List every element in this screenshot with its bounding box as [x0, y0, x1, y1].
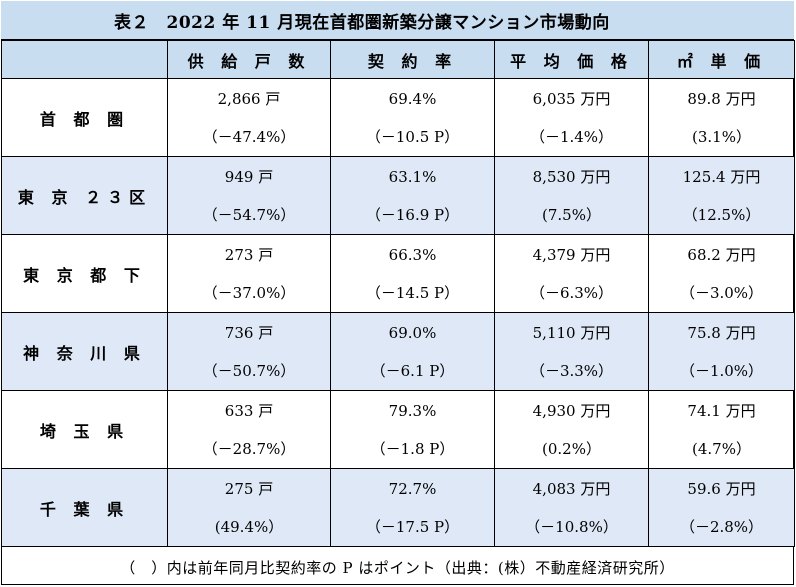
price-value: 4,083 万円 [532, 479, 611, 498]
rate-value: 66.3% [388, 245, 437, 264]
region-cell: 神 奈 川 県 [1, 312, 168, 391]
price-change: (7.5%） [542, 205, 601, 224]
supply-value: 273 戸 [224, 245, 274, 264]
unit-price-change: （12.5%） [682, 205, 761, 224]
table-title: 表２ 2022 年 11 月現在首都圏新築分譲マンション市場動向 [1, 1, 794, 40]
unit-price-change: （－1.0%） [679, 361, 764, 380]
rate-change: （－14.5 P） [365, 283, 460, 302]
supply-value: 275 戸 [224, 479, 274, 498]
price-cell: 4,379 万円 （－6.3%） [494, 234, 649, 313]
unit-price-value: 89.8 万円 [687, 89, 756, 108]
supply-value: 949 戸 [224, 167, 274, 186]
price-cell: 4,083 万円 （－10.8%） [494, 468, 649, 547]
unit-price-cell: 59.6 万円 （－2.8%） [648, 468, 795, 547]
market-table: 供 給 戸 数 契 約 率 平 均 価 格 ㎡ 単 価 首 都 圏 2,866 … [1, 40, 795, 547]
unit-price-cell: 125.4 万円 （12.5%） [648, 156, 795, 235]
header-blank [1, 40, 168, 79]
unit-price-value: 125.4 万円 [682, 167, 761, 186]
rate-change: （－17.5 P） [365, 517, 460, 536]
unit-price-change: （－3.0%） [679, 283, 764, 302]
rate-change: （－1.8 P） [370, 439, 455, 458]
unit-price-value: 68.2 万円 [687, 245, 756, 264]
header-contract-rate: 契 約 率 [330, 40, 495, 79]
rate-cell: 72.7% （－17.5 P） [330, 468, 495, 547]
table-row: 千 葉 県 275 戸 (49.4%） 72.7% （－17.5 P） 4,083 … [1, 468, 795, 547]
supply-value: 633 戸 [224, 401, 274, 420]
price-cell: 4,930 万円 (0.2%） [494, 390, 649, 469]
price-value: 6,035 万円 [532, 89, 611, 108]
table-row: 埼 玉 県 633 戸 （－28.7%） 79.3% （－1.8 P） 4,930 … [1, 390, 795, 469]
region-cell: 首 都 圏 [1, 78, 168, 157]
unit-price-cell: 89.8 万円 (3.1%） [648, 78, 795, 157]
rate-cell: 79.3% （－1.8 P） [330, 390, 495, 469]
supply-change: (49.4%） [214, 517, 284, 536]
rate-change: （－6.1 P） [370, 361, 455, 380]
table-row: 神 奈 川 県 736 戸 （－50.7%） 69.0% （－6.1 P） 5,11… [1, 312, 795, 391]
rate-value: 79.3% [388, 401, 437, 420]
supply-cell: 633 戸 （－28.7%） [167, 390, 331, 469]
region-cell: 埼 玉 県 [1, 390, 168, 469]
header-row: 供 給 戸 数 契 約 率 平 均 価 格 ㎡ 単 価 [1, 40, 795, 79]
rate-value: 72.7% [388, 479, 437, 498]
price-change: （－1.4%） [529, 127, 614, 146]
rate-cell: 66.3% （－14.5 P） [330, 234, 495, 313]
rate-value: 69.4% [388, 89, 437, 108]
supply-cell: 275 戸 (49.4%） [167, 468, 331, 547]
supply-cell: 736 戸 （－50.7%） [167, 312, 331, 391]
table-row: 首 都 圏 2,866 戸 （－47.4%） 69.4% （－10.5 P） 6,0… [1, 78, 795, 157]
header-unit-price: ㎡ 単 価 [648, 40, 795, 79]
supply-value: 2,866 戸 [217, 89, 281, 108]
supply-value: 736 戸 [224, 323, 274, 342]
supply-change: （－54.7%） [202, 205, 296, 224]
supply-change: （－50.7%） [202, 361, 296, 380]
rate-change: （－10.5 P） [365, 127, 460, 146]
unit-price-cell: 75.8 万円 （－1.0%） [648, 312, 795, 391]
price-change: （－3.3%） [529, 361, 614, 380]
price-change: （－6.3%） [529, 283, 614, 302]
region-cell: 東 京 都 下 [1, 234, 168, 313]
supply-change: （－28.7%） [202, 439, 296, 458]
rate-cell: 63.1% （－16.9 P） [330, 156, 495, 235]
region-cell: 千 葉 県 [1, 468, 168, 547]
price-cell: 8,530 万円 (7.5%） [494, 156, 649, 235]
unit-price-change: (3.1%） [692, 127, 751, 146]
price-value: 4,379 万円 [532, 245, 611, 264]
supply-cell: 2,866 戸 （－47.4%） [167, 78, 331, 157]
supply-cell: 273 戸 （－37.0%） [167, 234, 331, 313]
rate-cell: 69.4% （－10.5 P） [330, 78, 495, 157]
unit-price-change: （－2.8%） [679, 517, 764, 536]
price-change: (0.2%） [542, 439, 601, 458]
unit-price-change: (4.7%） [692, 439, 751, 458]
header-supply: 供 給 戸 数 [167, 40, 331, 79]
price-value: 8,530 万円 [532, 167, 611, 186]
price-value: 5,110 万円 [532, 323, 611, 342]
supply-change: （－37.0%） [202, 283, 296, 302]
price-cell: 6,035 万円 （－1.4%） [494, 78, 649, 157]
table-row: 東 京 都 下 273 戸 （－37.0%） 66.3% （－14.5 P） 4,3… [1, 234, 795, 313]
price-cell: 5,110 万円 （－3.3%） [494, 312, 649, 391]
unit-price-cell: 68.2 万円 （－3.0%） [648, 234, 795, 313]
footnote: （ ）内は前年同月比契約率の P はポイント（出典：(株）不動産経済研究所） [120, 559, 675, 577]
unit-price-value: 59.6 万円 [687, 479, 756, 498]
price-value: 4,930 万円 [532, 401, 611, 420]
unit-price-value: 74.1 万円 [687, 401, 756, 420]
price-change: （－10.8%） [525, 517, 618, 536]
unit-price-cell: 74.1 万円 (4.7%） [648, 390, 795, 469]
rate-cell: 69.0% （－6.1 P） [330, 312, 495, 391]
supply-cell: 949 戸 （－54.7%） [167, 156, 331, 235]
region-cell: 東 京 ２３区 [1, 156, 168, 235]
table-row: 東 京 ２３区 949 戸 （－54.7%） 63.1% （－16.9 P） 8,5… [1, 156, 795, 235]
supply-change: （－47.4%） [202, 127, 296, 146]
rate-value: 63.1% [388, 167, 437, 186]
rate-value: 69.0% [388, 323, 437, 342]
header-average-price: 平 均 価 格 [494, 40, 649, 79]
rate-change: （－16.9 P） [365, 205, 460, 224]
unit-price-value: 75.8 万円 [687, 323, 756, 342]
